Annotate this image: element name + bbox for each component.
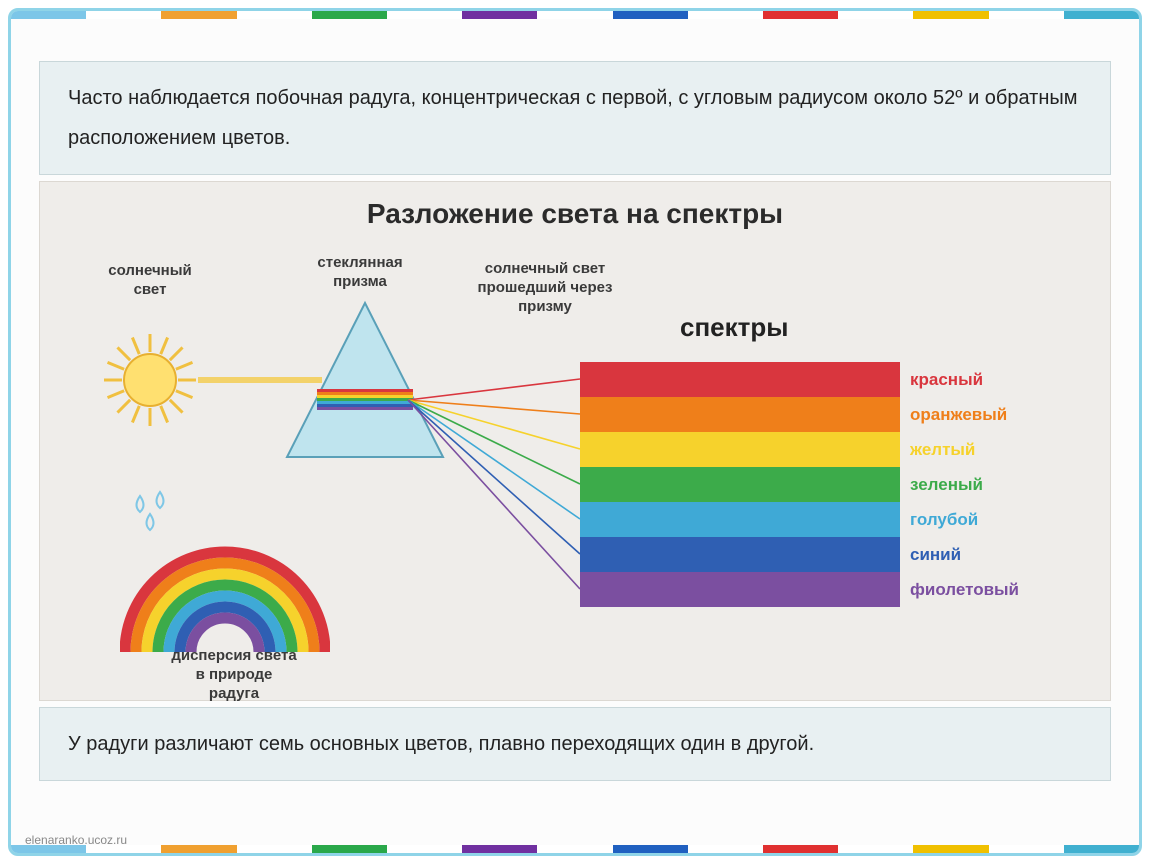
- slide-frame: Часто наблюдается побочная радуга, конце…: [8, 8, 1142, 856]
- rainbow-arc-icon: [120, 542, 330, 652]
- spectrum-color-label: оранжевый: [910, 397, 1019, 432]
- spectrum-band: [580, 572, 900, 607]
- spectrum-color-label: синий: [910, 537, 1019, 572]
- water-drops-icon: [128, 482, 188, 532]
- bottom-caption-text: У радуги различают семь основных цветов,…: [68, 733, 814, 755]
- spectrum-title: спектры: [680, 312, 788, 343]
- watermark: elenaranko.ucoz.ru: [25, 833, 127, 847]
- spectrum-band: [580, 502, 900, 537]
- spectrum-color-label: желтый: [910, 432, 1019, 467]
- spectrum-band: [580, 432, 900, 467]
- passed-light-label: солнечный светпрошедший черезпризму: [460, 260, 630, 316]
- bottom-color-bar: [11, 845, 1139, 856]
- bottom-caption: У радуги различают семь основных цветов,…: [39, 707, 1111, 781]
- spectrum-band: [580, 397, 900, 432]
- spectrum-bands: [580, 362, 900, 607]
- spectrum-band: [580, 537, 900, 572]
- top-color-bar: [11, 8, 1139, 19]
- spectrum-color-label: красный: [910, 362, 1019, 397]
- spectrum-band: [580, 362, 900, 397]
- top-caption-text: Часто наблюдается побочная радуга, конце…: [68, 87, 1078, 149]
- diagram-panel: Разложение света на спектры солнечныйсве…: [39, 181, 1111, 701]
- spectrum-color-label: голубой: [910, 502, 1019, 537]
- spectrum-band: [580, 467, 900, 502]
- spectrum-labels: красныйоранжевыйжелтыйзеленыйголубойсини…: [910, 362, 1019, 607]
- top-caption: Часто наблюдается побочная радуга, конце…: [39, 61, 1111, 175]
- rainbow-label: дисперсия светав природерадуга: [154, 647, 314, 703]
- spectrum-color-label: зеленый: [910, 467, 1019, 502]
- spectrum-color-label: фиолетовый: [910, 572, 1019, 607]
